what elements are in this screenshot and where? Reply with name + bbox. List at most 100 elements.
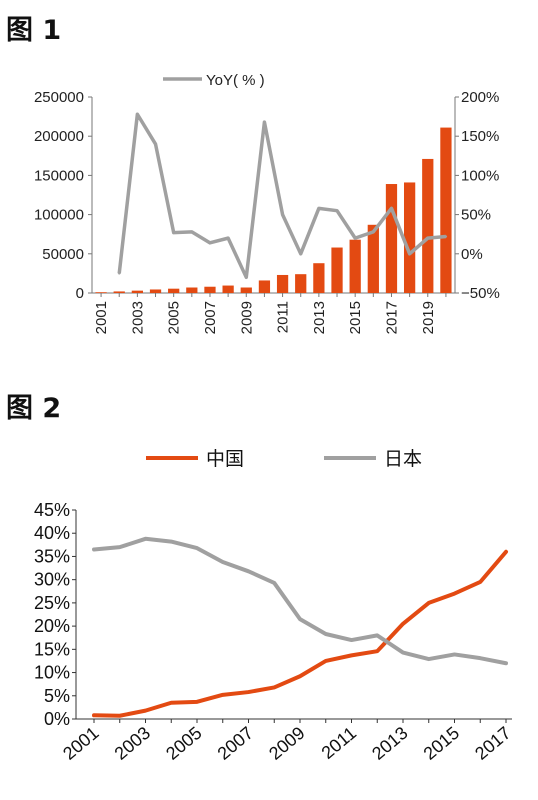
china-point: [169, 701, 173, 705]
yoy-point: [226, 236, 230, 240]
japan-point: [478, 656, 482, 660]
china-point: [92, 713, 96, 717]
china-point: [504, 550, 508, 554]
figure-2-title: 图 2: [6, 393, 62, 424]
bar: [422, 158, 434, 293]
y-tick-label: 10%: [34, 663, 70, 683]
x-tick-label: 2009: [265, 723, 309, 764]
right-tick-label: 200%: [461, 89, 499, 106]
bar: [313, 263, 325, 293]
yoy-point: [426, 236, 429, 240]
x-tick-label: 2011: [318, 723, 361, 763]
china-point: [195, 700, 199, 704]
x-tick-label: 2005: [162, 723, 206, 764]
yoy-point: [390, 207, 393, 210]
bar: [367, 224, 379, 293]
left-tick-label: 100000: [34, 207, 84, 224]
china-point: [221, 693, 225, 697]
japan-point: [272, 581, 276, 585]
japan-point: [427, 657, 431, 661]
china-point: [375, 649, 379, 653]
yoy-point: [372, 230, 375, 234]
china-point: [350, 653, 353, 657]
japan-point: [324, 632, 328, 636]
y-tick-label: 5%: [44, 686, 70, 706]
left-tick-label: 250000: [34, 89, 84, 106]
right-tick-label: 0%: [461, 246, 483, 263]
yoy-point: [281, 213, 284, 216]
yoy-point: [190, 230, 194, 234]
japan-point: [298, 617, 302, 621]
x-tick-label: 2007: [202, 301, 219, 334]
left-tick-label: 50000: [42, 246, 84, 263]
yoy-point: [118, 272, 121, 275]
japan-point: [92, 547, 96, 551]
left-tick-label: 200000: [34, 128, 84, 145]
china-point: [478, 580, 482, 584]
china-point: [427, 601, 431, 605]
bar: [240, 287, 252, 293]
x-tick-label: 2001: [93, 301, 110, 334]
y-tick-label: 40%: [34, 523, 70, 543]
yoy-point: [136, 113, 139, 116]
china-line: [92, 549, 508, 718]
legend-label-yoy: YoY( % ): [206, 72, 265, 89]
china-point: [401, 622, 405, 626]
japan-point: [195, 546, 199, 550]
yoy-point: [263, 120, 266, 124]
x-tick-label: 2009: [238, 301, 255, 334]
bar: [295, 274, 307, 293]
x-tick-label: 2003: [129, 301, 146, 334]
x-tick-label: 2007: [214, 723, 258, 764]
bar: [149, 289, 162, 293]
china-point: [453, 592, 456, 596]
bar: [276, 274, 289, 293]
x-tick-label: 2019: [420, 301, 437, 334]
bar: [186, 287, 198, 293]
right-tick-label: 150%: [461, 128, 499, 145]
yoy-point: [317, 207, 321, 210]
china-point: [247, 690, 250, 694]
x-tick-label: 2015: [347, 301, 364, 334]
x-tick-label: 2015: [420, 723, 464, 764]
japan-line: [92, 536, 508, 666]
yoy-point: [299, 252, 302, 255]
bar: [349, 239, 361, 293]
chart-1: 0 50000 100000 150000 200000 250000 −50% 0% 50% 1…: [34, 72, 500, 334]
bar: [95, 292, 107, 293]
x-tick-label: 2005: [166, 301, 183, 334]
japan-point: [375, 633, 379, 637]
y-tick-label: 25%: [34, 593, 70, 613]
bar: [258, 280, 271, 293]
legend-label-china: 中国: [206, 448, 244, 470]
japan-point: [169, 540, 173, 544]
japan-point: [247, 569, 250, 573]
yoy-point: [154, 142, 157, 146]
japan-point: [118, 545, 122, 549]
figure-1-title: 图 1: [6, 15, 62, 46]
china-point: [144, 709, 147, 713]
y-tick-label: 35%: [34, 546, 70, 566]
japan-point: [453, 652, 456, 656]
japan-point: [144, 537, 147, 541]
china-point: [118, 714, 122, 718]
right-tick-label: 100%: [461, 167, 499, 184]
yoy-point: [353, 236, 357, 240]
y-tick-label: 45%: [34, 500, 70, 520]
x-tick-label: 2003: [111, 723, 155, 764]
yoy-point: [245, 276, 248, 279]
x-tick-label: 2011: [275, 301, 292, 333]
china-point: [298, 674, 302, 678]
japan-point: [221, 560, 225, 564]
bar: [331, 247, 343, 293]
yoy-point: [172, 231, 175, 234]
yoy-point: [208, 241, 212, 245]
bar: [204, 286, 216, 293]
y-tick-label: 30%: [34, 570, 70, 590]
legend-label-japan: 日本: [384, 448, 422, 470]
x-tick-label: 2013: [368, 723, 412, 764]
yoy-point: [444, 235, 448, 238]
japan-point: [504, 661, 508, 665]
bar: [385, 184, 398, 293]
